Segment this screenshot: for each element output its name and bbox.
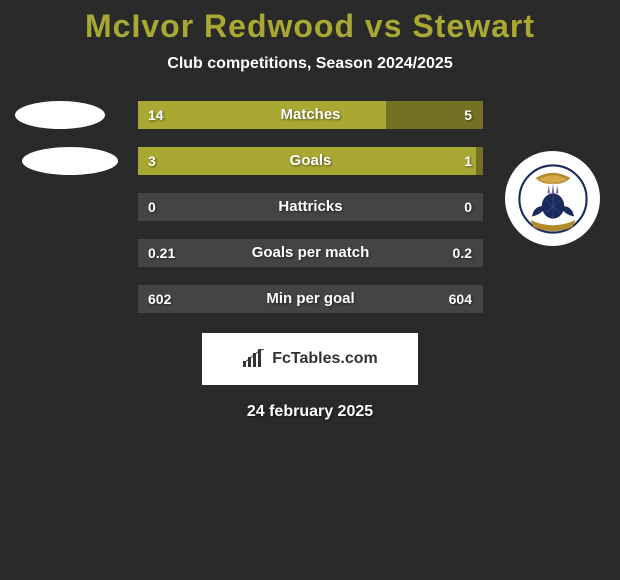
stat-row-goals-per-match: 0.21 Goals per match 0.2 bbox=[0, 239, 620, 267]
date-text: 24 february 2025 bbox=[0, 403, 620, 421]
stat-value-right: 5 bbox=[464, 101, 472, 129]
stat-row-hattricks: 0 Hattricks 0 bbox=[0, 193, 620, 221]
page-title: McIvor Redwood vs Stewart bbox=[0, 0, 620, 45]
brand-badge[interactable]: FcTables.com bbox=[202, 333, 418, 385]
subtitle: Club competitions, Season 2024/2025 bbox=[0, 55, 620, 73]
stat-value-right: 0 bbox=[464, 193, 472, 221]
stat-value-right: 604 bbox=[449, 285, 472, 313]
comparison-rows: 14 Matches 5 3 Goals 1 0 Hattricks 0 bbox=[0, 101, 620, 313]
stat-label: Matches bbox=[138, 101, 483, 129]
stat-row-matches: 14 Matches 5 bbox=[0, 101, 620, 129]
stat-value-right: 0.2 bbox=[453, 239, 472, 267]
comparison-card: McIvor Redwood vs Stewart Club competiti… bbox=[0, 0, 620, 580]
stat-row-min-per-goal: 602 Min per goal 604 bbox=[0, 285, 620, 313]
stat-label: Goals per match bbox=[138, 239, 483, 267]
bars-icon bbox=[242, 349, 266, 369]
brand-text: FcTables.com bbox=[272, 350, 378, 368]
stat-row-goals: 3 Goals 1 bbox=[0, 147, 620, 175]
stat-label: Hattricks bbox=[138, 193, 483, 221]
stat-value-right: 1 bbox=[464, 147, 472, 175]
stat-label: Goals bbox=[138, 147, 483, 175]
stat-label: Min per goal bbox=[138, 285, 483, 313]
